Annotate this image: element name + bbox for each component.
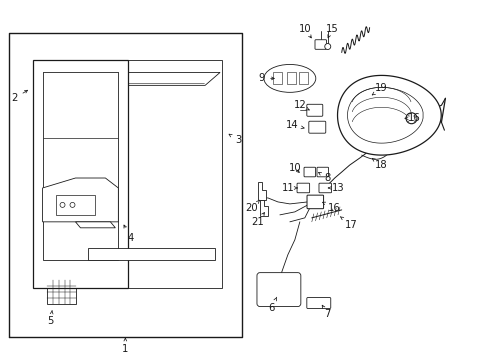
Polygon shape [42,72,118,138]
Text: 1: 1 [122,338,128,354]
Polygon shape [42,72,118,260]
Text: 11: 11 [281,183,297,193]
Bar [371,107,393,125]
Text: 14: 14 [285,120,304,130]
Polygon shape [56,195,95,215]
Text: 16: 16 [405,113,420,123]
Text: 3: 3 [228,134,241,145]
Text: 9: 9 [258,73,274,84]
Text: 2: 2 [11,90,27,103]
Ellipse shape [264,64,315,92]
FancyBboxPatch shape [306,104,322,116]
Polygon shape [337,75,440,155]
Polygon shape [75,222,115,228]
Polygon shape [88,248,215,260]
Text: 19: 19 [371,84,387,95]
Text: 5: 5 [47,311,54,327]
Circle shape [405,113,416,124]
Polygon shape [128,60,222,288]
Text: 8: 8 [318,172,330,183]
Text: 6: 6 [268,297,276,312]
Circle shape [70,202,75,207]
Text: 10: 10 [288,163,301,173]
Text: 16: 16 [322,202,341,213]
FancyBboxPatch shape [308,121,325,133]
Polygon shape [42,178,118,222]
FancyBboxPatch shape [256,273,300,306]
FancyBboxPatch shape [306,195,323,209]
FancyBboxPatch shape [306,298,330,309]
Bar [287,72,296,84]
Bar [273,72,282,84]
Text: 20: 20 [245,200,259,213]
FancyBboxPatch shape [316,167,328,177]
Text: 4: 4 [124,225,133,243]
Text: 12: 12 [293,100,308,110]
FancyBboxPatch shape [296,183,309,193]
Polygon shape [41,72,220,85]
Polygon shape [347,87,422,143]
Text: 15: 15 [325,24,337,38]
Bar [46,280,76,303]
Text: 7: 7 [322,305,330,319]
Polygon shape [260,200,267,216]
Bar [299,72,308,84]
Circle shape [60,202,65,207]
Text: 10: 10 [298,24,311,38]
FancyBboxPatch shape [318,183,331,193]
Circle shape [324,44,330,50]
FancyBboxPatch shape [314,40,326,49]
Text: 17: 17 [340,217,357,230]
Bar [265,280,291,300]
Text: 21: 21 [251,212,264,227]
Text: 18: 18 [371,158,387,170]
Text: 13: 13 [328,183,344,193]
Polygon shape [258,182,265,200]
Polygon shape [33,60,128,288]
FancyBboxPatch shape [304,167,315,177]
